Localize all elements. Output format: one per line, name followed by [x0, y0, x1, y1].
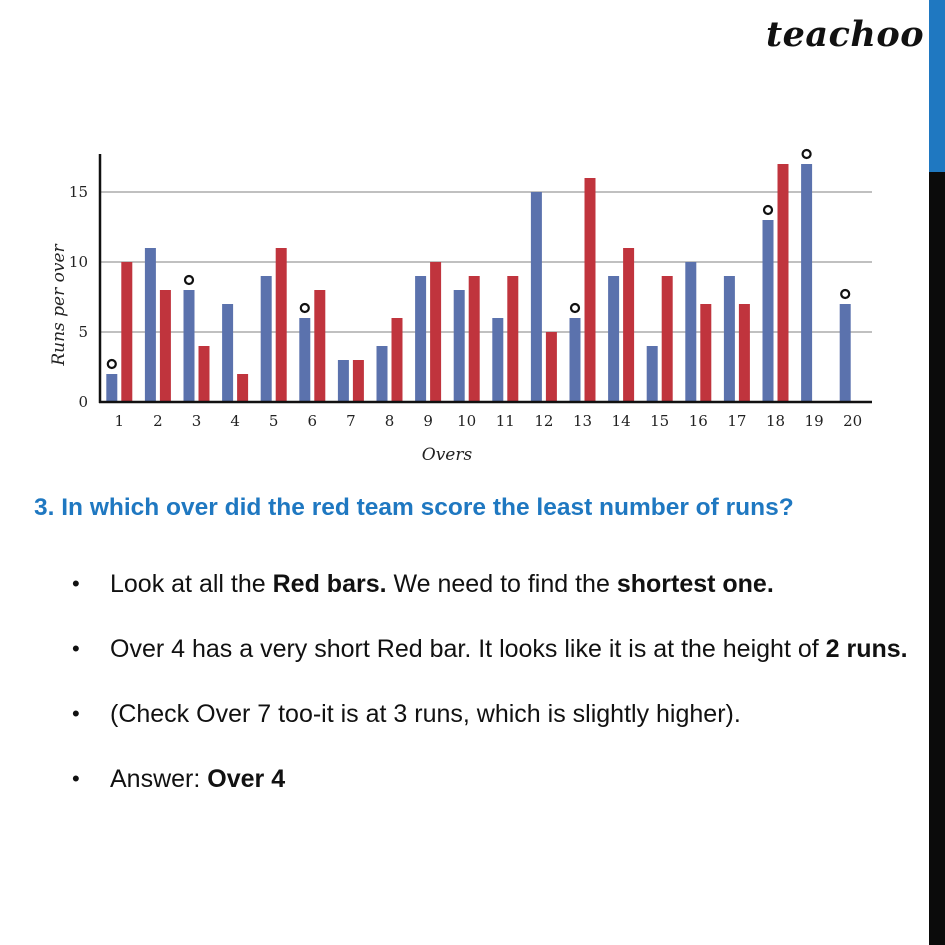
- x-tick-label: 19: [805, 412, 824, 430]
- wicket-marker: [840, 288, 851, 300]
- blue-bar: [453, 290, 465, 402]
- red-bar: [661, 276, 673, 402]
- x-tick-label: 4: [230, 412, 240, 430]
- bullet-text: Over 4 has a very short Red bar. It look…: [110, 635, 826, 663]
- blue-bar: [569, 318, 581, 402]
- x-tick-label: 15: [650, 412, 669, 430]
- blue-bar: [530, 192, 542, 402]
- answer-bullet-list: Look at all the Red bars. We need to fin…: [72, 556, 922, 816]
- x-tick-label: 1: [115, 412, 125, 430]
- x-tick-label: 2: [153, 412, 163, 430]
- blue-bar: [222, 304, 234, 402]
- blue-bar: [144, 248, 156, 402]
- red-bar: [121, 262, 133, 402]
- blue-bar: [106, 374, 118, 402]
- y-tick-label: 5: [78, 323, 88, 341]
- red-bar: [777, 164, 789, 402]
- x-tick-label: 9: [423, 412, 433, 430]
- red-bar: [198, 346, 210, 402]
- x-tick-label: 10: [457, 412, 476, 430]
- blue-bar: [839, 304, 851, 402]
- blue-bar: [415, 276, 427, 402]
- blue-bar: [299, 318, 311, 402]
- red-bar: [584, 178, 596, 402]
- blue-bar: [608, 276, 620, 402]
- bold-text: Red bars.: [272, 570, 387, 598]
- y-tick-label: 15: [69, 183, 88, 201]
- right-sidebar: [929, 0, 945, 945]
- blue-bar: [762, 220, 774, 402]
- question-heading: 3. In which over did the red team score …: [34, 494, 794, 521]
- red-bar: [391, 318, 403, 402]
- blue-bar: [685, 262, 697, 402]
- x-tick-label: 11: [496, 412, 515, 430]
- bullet-item: (Check Over 7 too-it is at 3 runs, which…: [72, 686, 922, 742]
- blue-bar: [492, 318, 504, 402]
- x-tick-label: 16: [689, 412, 708, 430]
- red-bar: [159, 290, 171, 402]
- blue-bar: [337, 360, 349, 402]
- x-tick-label: 18: [766, 412, 785, 430]
- bullet-text: We need to find the: [386, 570, 617, 598]
- red-bar: [623, 248, 635, 402]
- x-tick-label: 14: [612, 412, 631, 430]
- bullet-item: Answer: Over 4: [72, 751, 922, 807]
- x-tick-label: 3: [192, 412, 202, 430]
- red-bar: [738, 304, 750, 402]
- bold-text: Over 4: [207, 765, 286, 793]
- wicket-marker: [299, 302, 310, 314]
- x-tick-label: 8: [385, 412, 395, 430]
- x-axis-title: Overs: [422, 445, 473, 465]
- sidebar-accent: [929, 0, 945, 172]
- y-tick-label: 10: [69, 253, 88, 271]
- teachoo-logo: teachoo: [766, 14, 925, 55]
- red-bar: [468, 276, 480, 402]
- bullet-text: (Check Over 7 too-it is at 3 runs, which…: [110, 700, 741, 728]
- wicket-marker: [183, 274, 195, 286]
- blue-bar: [376, 346, 388, 402]
- wicket-marker: [569, 302, 581, 314]
- x-tick-label: 7: [346, 412, 356, 430]
- x-tick-label: 5: [269, 412, 279, 430]
- red-bar: [700, 304, 712, 402]
- x-tick-label: 13: [573, 412, 592, 430]
- red-bar: [314, 290, 326, 402]
- blue-bar: [183, 290, 195, 402]
- y-tick-label: 0: [78, 393, 88, 411]
- wicket-marker: [106, 358, 117, 370]
- blue-bar: [646, 346, 658, 402]
- red-bar: [430, 262, 442, 402]
- bullet-text: Look at all the: [110, 570, 273, 598]
- red-bar: [507, 276, 519, 402]
- red-bar: [237, 374, 249, 402]
- red-bar: [352, 360, 364, 402]
- bold-text: 2 runs.: [825, 635, 908, 663]
- bullet-item: Over 4 has a very short Red bar. It look…: [72, 621, 922, 677]
- bullet-item: Look at all the Red bars. We need to fin…: [72, 556, 922, 612]
- x-tick-label: 12: [534, 412, 553, 430]
- x-tick-label: 20: [843, 412, 862, 430]
- blue-bar: [723, 276, 735, 402]
- red-bar: [275, 248, 287, 402]
- x-tick-label: 6: [308, 412, 318, 430]
- y-axis-title: Runs per over: [49, 243, 69, 366]
- wicket-marker: [762, 204, 774, 216]
- red-bar: [545, 332, 557, 402]
- x-tick-label: 17: [727, 412, 746, 430]
- blue-bar: [801, 164, 813, 402]
- blue-bar: [260, 276, 272, 402]
- bold-text: shortest one.: [616, 570, 774, 598]
- wicket-marker: [801, 148, 812, 160]
- bullet-text: Answer:: [110, 765, 208, 793]
